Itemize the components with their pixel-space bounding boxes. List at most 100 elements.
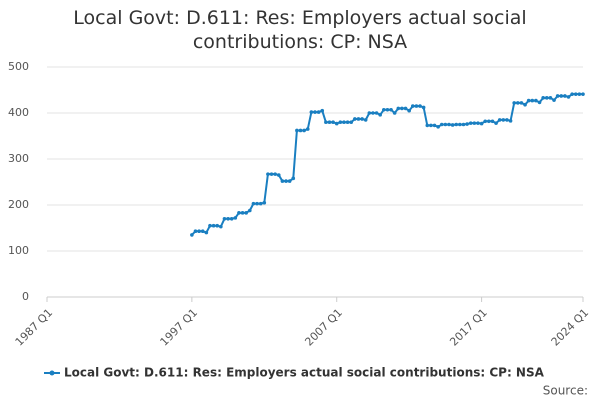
data-point (581, 92, 585, 96)
data-point (382, 107, 386, 112)
data-point (324, 120, 328, 124)
data-point (266, 172, 270, 176)
data-point (490, 119, 495, 124)
data-point (193, 229, 198, 234)
data-point (327, 120, 332, 124)
data-point (320, 108, 325, 113)
data-line (191, 93, 583, 236)
y-tick-label: 500 (8, 60, 29, 73)
data-point (487, 119, 491, 124)
data-point (291, 176, 296, 181)
data-point (367, 111, 372, 115)
data-point (505, 118, 509, 122)
data-point (483, 119, 488, 124)
data-point (526, 98, 531, 103)
data-point (353, 117, 357, 121)
data-point (494, 121, 498, 125)
chart-title: Local Govt: D.611: Res: Employers actual… (73, 7, 527, 53)
data-point (211, 223, 216, 228)
data-point (226, 217, 230, 221)
data-point (458, 122, 462, 127)
data-point (316, 110, 321, 114)
data-point (371, 111, 375, 115)
data-point (429, 123, 433, 128)
data-point (258, 201, 263, 206)
data-point (219, 224, 223, 229)
y-tick-label: 200 (8, 198, 29, 211)
x-tick-label: 1987 Q1 (13, 306, 56, 349)
data-point (349, 120, 354, 124)
data-point (497, 118, 502, 122)
data-point (208, 223, 212, 228)
data-point (374, 111, 379, 115)
data-point (465, 122, 469, 126)
data-point (305, 127, 310, 131)
data-point (508, 119, 513, 123)
data-point (443, 122, 448, 127)
data-point (403, 106, 408, 111)
y-tick-label: 100 (8, 244, 29, 257)
data-point (555, 94, 560, 98)
data-point (331, 120, 335, 124)
data-point (577, 92, 582, 96)
data-point (552, 98, 556, 102)
data-point (342, 120, 346, 124)
x-tick-label: 2017 Q1 (447, 306, 490, 349)
data-point (472, 121, 477, 125)
data-point (298, 128, 303, 133)
legend-marker (49, 370, 55, 376)
data-point (418, 104, 422, 108)
data-point (523, 102, 527, 107)
data-point (400, 106, 404, 111)
data-point (407, 108, 411, 113)
source: Source: (543, 384, 588, 398)
data-point (421, 105, 426, 110)
data-point (280, 179, 285, 183)
data-point (566, 95, 571, 99)
data-point (530, 98, 535, 103)
data-point (559, 94, 564, 98)
data-point (334, 121, 339, 126)
data-point (262, 200, 267, 205)
data-point (541, 96, 545, 100)
y-tick-label: 0 (22, 290, 29, 303)
y-tick-label: 300 (8, 152, 29, 165)
data-point (454, 122, 459, 127)
data-point (240, 211, 245, 215)
data-point (204, 230, 209, 235)
data-point (345, 120, 350, 124)
x-tick-label: 2007 Q1 (302, 306, 345, 349)
data-point (197, 229, 201, 234)
data-point (563, 94, 567, 98)
data-point (309, 110, 314, 114)
data-point (284, 179, 288, 183)
data-point (436, 125, 440, 129)
data-point (378, 113, 382, 117)
data-point (519, 101, 524, 105)
data-point (229, 217, 234, 221)
data-point (439, 122, 444, 127)
data-point (537, 100, 542, 105)
data-point (573, 92, 578, 96)
data-point (287, 179, 292, 183)
data-point (356, 117, 361, 121)
data-point (432, 123, 437, 128)
data-point (363, 118, 368, 122)
data-point (389, 107, 393, 112)
data-point (570, 92, 574, 96)
data-point (396, 106, 401, 111)
data-point (392, 111, 397, 115)
data-point (516, 101, 520, 105)
legend-label: Local Govt: D.611: Res: Employers actual… (64, 366, 545, 380)
data-point (476, 121, 480, 125)
data-point (450, 123, 455, 127)
data-point (414, 104, 419, 108)
data-point (548, 96, 553, 100)
data-point (190, 233, 194, 237)
data-point (385, 107, 390, 112)
data-point (295, 128, 299, 133)
data-point (251, 201, 256, 206)
data-point (276, 173, 281, 177)
data-point (461, 122, 466, 127)
